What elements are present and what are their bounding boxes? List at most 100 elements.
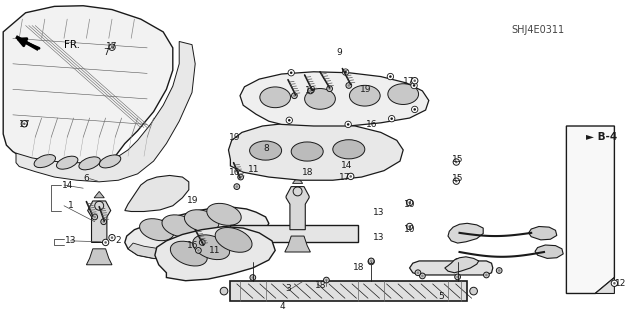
Circle shape (293, 94, 296, 97)
Circle shape (470, 287, 477, 295)
Circle shape (252, 276, 254, 279)
Text: SHJ4E0311: SHJ4E0311 (511, 25, 564, 35)
Circle shape (613, 282, 616, 285)
Polygon shape (94, 191, 104, 198)
Text: 6: 6 (84, 174, 90, 183)
Text: 15: 15 (452, 155, 463, 164)
Circle shape (92, 214, 97, 220)
Circle shape (309, 90, 312, 92)
Polygon shape (595, 278, 614, 293)
Text: 11: 11 (248, 165, 259, 174)
Circle shape (239, 176, 242, 178)
Circle shape (23, 122, 26, 125)
Text: 14: 14 (340, 161, 352, 170)
Text: 17: 17 (339, 173, 351, 182)
Circle shape (234, 184, 239, 189)
Polygon shape (285, 236, 310, 252)
Text: 17: 17 (403, 77, 415, 86)
Circle shape (348, 173, 354, 180)
Text: 18: 18 (315, 281, 326, 290)
Circle shape (197, 249, 200, 252)
Circle shape (286, 117, 292, 123)
Circle shape (342, 69, 349, 75)
Circle shape (453, 159, 460, 165)
Text: 13: 13 (65, 236, 77, 245)
Text: 19: 19 (305, 86, 317, 95)
Circle shape (455, 274, 460, 280)
Polygon shape (535, 245, 563, 258)
Polygon shape (529, 226, 557, 240)
Ellipse shape (333, 140, 365, 159)
Circle shape (327, 86, 332, 92)
Text: 17: 17 (19, 120, 30, 129)
Circle shape (349, 175, 352, 178)
Polygon shape (410, 261, 493, 275)
Circle shape (288, 70, 294, 76)
Polygon shape (3, 6, 173, 166)
Text: 4: 4 (279, 302, 285, 311)
Circle shape (348, 84, 350, 87)
Circle shape (455, 180, 458, 182)
Text: 7: 7 (103, 48, 108, 57)
Ellipse shape (207, 204, 241, 225)
Circle shape (109, 44, 115, 50)
Ellipse shape (193, 235, 230, 260)
Circle shape (21, 121, 28, 127)
Circle shape (111, 46, 113, 48)
Circle shape (387, 73, 394, 80)
Circle shape (406, 223, 413, 230)
Ellipse shape (291, 142, 323, 161)
Circle shape (328, 87, 331, 90)
Circle shape (290, 71, 292, 74)
Polygon shape (292, 177, 303, 183)
Circle shape (347, 123, 349, 126)
Circle shape (369, 258, 374, 264)
Polygon shape (125, 207, 269, 258)
Text: 18: 18 (353, 263, 365, 272)
Circle shape (420, 273, 425, 279)
Polygon shape (240, 72, 429, 126)
Circle shape (345, 121, 351, 128)
Circle shape (324, 277, 329, 283)
Text: 19: 19 (360, 85, 371, 94)
Ellipse shape (260, 87, 291, 108)
Polygon shape (88, 201, 111, 242)
Polygon shape (230, 225, 358, 242)
Polygon shape (286, 187, 309, 230)
Circle shape (455, 161, 458, 163)
Polygon shape (155, 226, 275, 281)
Circle shape (421, 275, 424, 277)
Circle shape (238, 174, 243, 180)
Text: 18: 18 (302, 168, 314, 177)
Circle shape (389, 75, 392, 78)
Ellipse shape (250, 141, 282, 160)
Circle shape (250, 258, 256, 265)
Polygon shape (125, 175, 189, 211)
Text: 16: 16 (228, 168, 240, 177)
Circle shape (408, 201, 411, 204)
Circle shape (485, 274, 488, 276)
Circle shape (325, 279, 328, 281)
Text: 17: 17 (106, 42, 118, 51)
Text: 10: 10 (404, 200, 415, 209)
Text: 15: 15 (452, 174, 463, 183)
Circle shape (368, 258, 374, 265)
Text: 12: 12 (615, 279, 627, 288)
Text: 1: 1 (68, 201, 74, 210)
Circle shape (104, 241, 107, 244)
Circle shape (288, 119, 291, 122)
Text: 16: 16 (187, 241, 198, 250)
Text: 16: 16 (366, 120, 378, 129)
Text: 19: 19 (228, 133, 240, 142)
Text: FR.: FR. (64, 40, 80, 50)
Circle shape (406, 199, 413, 206)
Text: 19: 19 (187, 197, 198, 205)
Circle shape (413, 84, 415, 87)
Polygon shape (16, 41, 195, 182)
Circle shape (417, 271, 419, 274)
Circle shape (390, 117, 393, 120)
Ellipse shape (79, 157, 100, 170)
Ellipse shape (162, 215, 196, 237)
Polygon shape (448, 223, 483, 243)
Ellipse shape (184, 210, 219, 232)
